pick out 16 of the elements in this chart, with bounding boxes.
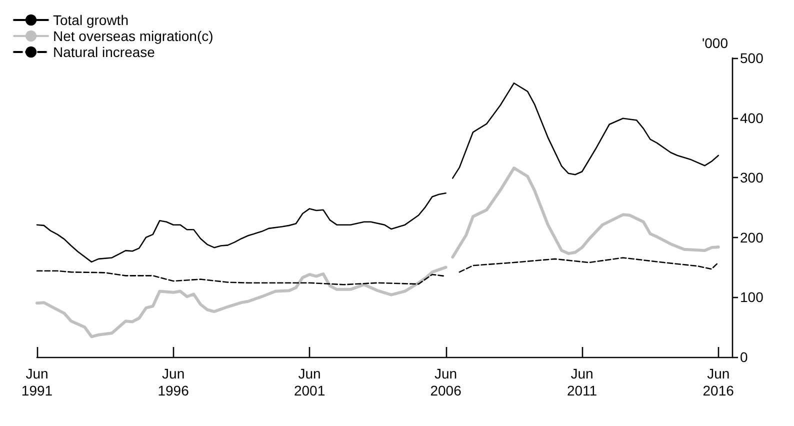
y-tick-label: 0 <box>740 349 748 365</box>
x-tick-label: Jun 2006 <box>430 366 462 398</box>
y-tick-label: 100 <box>740 289 764 306</box>
y-tick-label: 500 <box>740 50 764 66</box>
x-tick-label: Jun 2011 <box>566 366 598 398</box>
legend-label: Natural increase <box>53 44 156 60</box>
legend-label: Total growth <box>53 12 128 28</box>
y-axis-title: '000 <box>702 35 728 51</box>
y-tick-label: 400 <box>740 110 764 126</box>
x-tick-label: Jun 1996 <box>158 366 190 398</box>
x-tick-label: Jun 2016 <box>702 366 734 398</box>
y-tick-label: 300 <box>740 170 764 186</box>
x-tick-label: Jun 2001 <box>294 366 326 398</box>
legend-label: Net overseas migration(c) <box>53 28 214 44</box>
x-tick-label: Jun 1991 <box>21 366 53 398</box>
y-tick-label: 200 <box>740 229 764 246</box>
